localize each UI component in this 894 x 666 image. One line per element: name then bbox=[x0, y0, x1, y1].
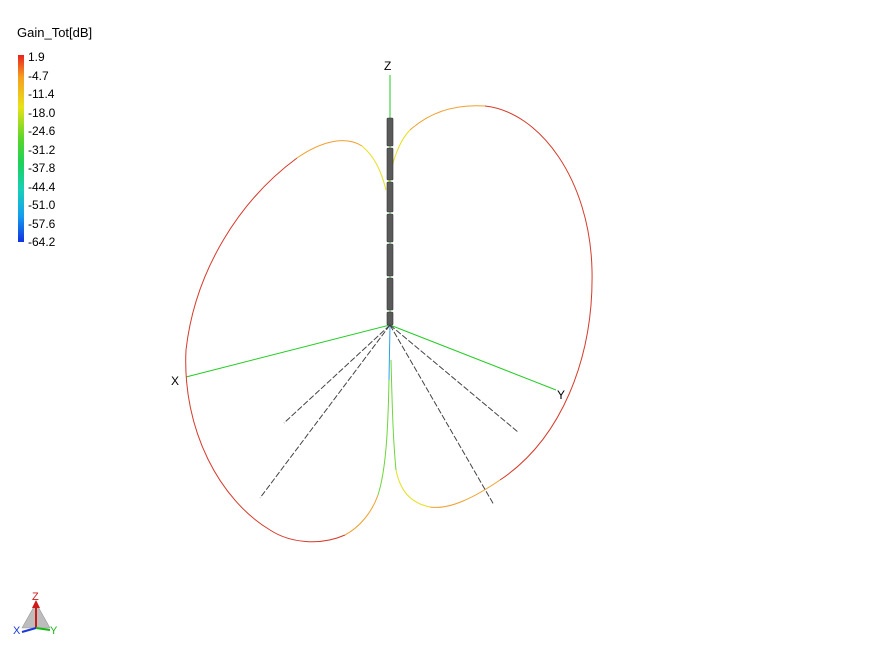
orientation-triad: Z X Y bbox=[13, 591, 58, 637]
legend-tick: 1.9 bbox=[28, 50, 45, 64]
radiation-pattern bbox=[185, 105, 593, 543]
pattern-left-lower-inner bbox=[377, 379, 390, 496]
radial-wire bbox=[389, 324, 495, 506]
triad-y-label: Y bbox=[50, 625, 58, 637]
antenna-segment bbox=[386, 311, 394, 326]
legend-tick: -24.6 bbox=[28, 124, 56, 138]
legend-tick: -64.2 bbox=[28, 235, 56, 249]
ground-radials bbox=[259, 324, 519, 506]
pattern-right-upper-mid bbox=[409, 105, 486, 131]
pattern-left-lower-mid bbox=[344, 494, 379, 536]
antenna-segment bbox=[386, 181, 394, 213]
triad-x-arrow bbox=[21, 627, 37, 633]
antenna-segment bbox=[386, 213, 394, 243]
pattern-right-lower-outer bbox=[429, 479, 501, 508]
pattern-right-lower-inner bbox=[395, 469, 431, 508]
radial-wire bbox=[283, 324, 391, 424]
pattern-right-upper-lobe bbox=[484, 105, 593, 481]
legend-color-bar bbox=[18, 55, 24, 242]
y-axis-line bbox=[389, 324, 557, 391]
triad-y-arrow bbox=[35, 627, 51, 631]
antenna-element bbox=[386, 117, 394, 326]
y-axis-label: Y bbox=[557, 388, 565, 402]
pattern-null-region bbox=[388, 324, 391, 381]
triad-x-label: X bbox=[13, 625, 21, 637]
legend-tick: -4.7 bbox=[28, 69, 49, 83]
radial-wire bbox=[389, 324, 519, 433]
legend-tick: -44.4 bbox=[28, 180, 56, 194]
pattern-left-upper-lobe bbox=[185, 157, 298, 531]
legend-tick: -11.4 bbox=[28, 87, 55, 101]
antenna-segment bbox=[386, 277, 394, 311]
triad-z-arrowhead bbox=[32, 600, 40, 608]
pattern-right-lower-null bbox=[390, 359, 397, 471]
legend-tick: -37.8 bbox=[28, 161, 56, 175]
legend-title: Gain_Tot[dB] bbox=[17, 25, 93, 40]
antenna-segment bbox=[386, 243, 394, 277]
legend-tick: -57.6 bbox=[28, 217, 56, 231]
pattern-left-lower-outer bbox=[269, 529, 346, 543]
legend-tick: -51.0 bbox=[28, 198, 56, 212]
z-axis-label: Z bbox=[384, 59, 391, 73]
antenna-segment bbox=[386, 147, 394, 181]
legend-tick: -18.0 bbox=[28, 106, 56, 120]
radial-wire bbox=[259, 324, 391, 499]
x-axis-label: X bbox=[171, 374, 179, 388]
pattern-left-upper-inner bbox=[361, 145, 387, 191]
triad-z-label: Z bbox=[32, 591, 39, 603]
antenna-segment bbox=[386, 117, 394, 147]
pattern-left-upper-top bbox=[296, 140, 363, 159]
x-axis-line bbox=[185, 324, 391, 378]
legend-tick: -31.2 bbox=[28, 143, 56, 157]
